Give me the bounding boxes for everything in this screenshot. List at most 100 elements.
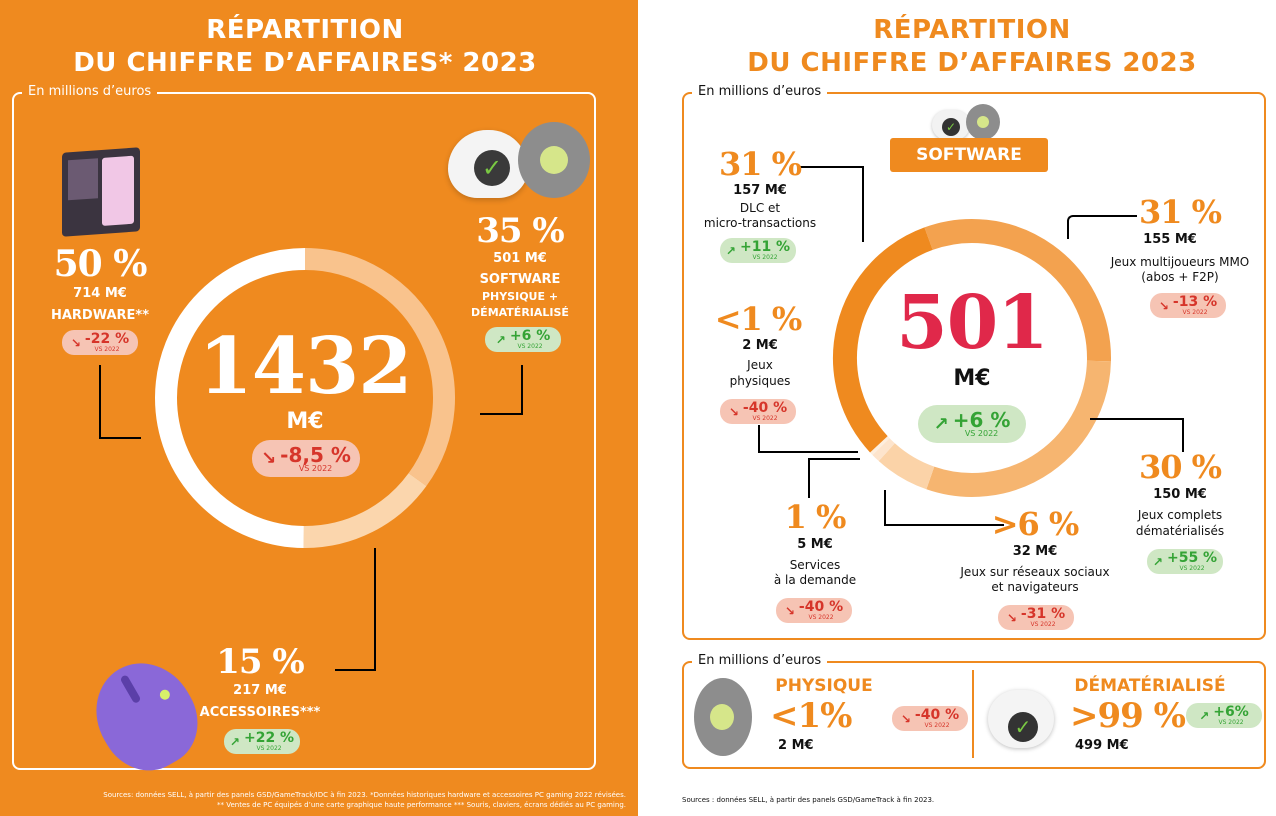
software-sub1: PHYSIQUE + <box>481 290 559 303</box>
software-sub2: DÉMATÉRIALISÉ <box>471 306 569 319</box>
right-sources: Sources : données SELL, à partir des pan… <box>682 796 935 804</box>
connector-line <box>335 548 376 671</box>
hardware-label: HARDWARE** <box>50 308 150 323</box>
unit-label: En millions d’euros <box>692 84 828 100</box>
software-total-unit: M€ <box>953 366 991 391</box>
segment-label: Jeux sur réseaux sociaux <box>960 565 1110 579</box>
segment-label: à la demande <box>773 573 857 587</box>
vs-label: VS 2022 <box>1182 308 1208 316</box>
connector-line <box>800 166 864 242</box>
segment-percent: 31 % <box>1138 193 1222 231</box>
segment-percent: >6 % <box>991 505 1080 543</box>
segment-label: Jeux multijoueurs MMO <box>1110 255 1250 269</box>
donut-segment-jeux-multijoueurs-mmo <box>924 219 1111 362</box>
donut-segment-accessoires <box>303 472 427 548</box>
segment-label: physiques <box>729 374 791 388</box>
change-value: -31 % <box>1020 605 1066 622</box>
change-badge: ↗ +11 % VS 2022 <box>720 238 796 263</box>
digital-change-badge: ↗ +6% VS 2022 <box>1186 703 1262 728</box>
vs-label: VS 2022 <box>1218 718 1244 726</box>
physical-change-badge: ↘ -40 % VS 2022 <box>892 706 968 731</box>
software-label: SOFTWARE <box>479 272 561 287</box>
change-value: -40 % <box>742 399 788 416</box>
segment-amount: 157 M€ <box>733 183 787 198</box>
vs-label: VS 2022 <box>298 463 333 473</box>
title-line: DU CHIFFRE D’AFFAIRES 2023 <box>747 48 1197 78</box>
segment-amount: 32 M€ <box>1012 544 1058 559</box>
segment-amount: 150 M€ <box>1153 487 1207 502</box>
accessories-percent: 15 % <box>216 642 304 682</box>
change-badge: ↘ -31 % VS 2022 <box>998 605 1074 630</box>
donut-segment-jeux-sur-r-seaux-sociaux-et-navigateurs <box>878 443 935 490</box>
trend-up-icon: ↗ <box>495 332 506 347</box>
segment-percent: 1 % <box>784 498 847 536</box>
source-line: Sources: données SELL, à partir des pane… <box>103 791 626 799</box>
trend-down-icon: ↘ <box>1158 298 1169 313</box>
trend-up-icon: ↗ <box>1152 554 1163 569</box>
donut-segment-dlc-et-micro-transactions <box>833 227 933 453</box>
segment-label: et navigateurs <box>991 580 1079 594</box>
change-value: -22 % <box>84 330 130 347</box>
change-value: +55 % <box>1166 549 1218 566</box>
segment-amount: 2 M€ <box>742 338 778 353</box>
donut-segment-software <box>304 248 455 487</box>
trend-down-icon: ↘ <box>728 404 739 419</box>
connector-line <box>758 425 858 453</box>
trend-down-icon: ↘ <box>1006 610 1017 625</box>
segment-label: Jeux <box>747 358 773 372</box>
vs-label: VS 2022 <box>517 342 543 350</box>
segment-amount: 5 M€ <box>797 537 833 552</box>
connector-line <box>1090 418 1184 452</box>
segment-percent: 31 % <box>718 145 802 183</box>
trend-up-icon: ↗ <box>725 243 736 258</box>
software-total-value: 501 <box>896 280 1048 366</box>
cloud-check-icon: ✓ <box>988 690 1054 748</box>
vs-label: VS 2022 <box>752 253 778 261</box>
segment-label: micro-transactions <box>703 216 817 230</box>
physical-percent: <1% <box>770 696 852 736</box>
change-value: +6% <box>1213 703 1249 720</box>
physical-label: PHYSIQUE <box>775 676 873 696</box>
change-value: +6 % <box>952 408 1011 432</box>
change-value: -8,5 % <box>280 442 351 467</box>
physical-amount: 2 M€ <box>778 738 814 753</box>
total-unit: M€ <box>286 409 324 434</box>
change-badge: ↘ -13 % VS 2022 <box>1150 293 1226 318</box>
left-frame <box>12 92 596 770</box>
change-value: +22 % <box>243 729 295 746</box>
vs-label: VS 2022 <box>808 613 834 621</box>
digital-amount: 499 M€ <box>1075 738 1129 753</box>
segment-percent: <1 % <box>714 300 803 338</box>
change-value: -40 % <box>798 598 844 615</box>
vs-label: VS 2022 <box>1179 564 1205 572</box>
trend-up-icon: ↗ <box>933 413 949 435</box>
change-value: -13 % <box>1172 293 1218 310</box>
connector-line <box>884 490 1004 526</box>
vs-label: VS 2022 <box>256 744 282 752</box>
left-sources: Sources: données SELL, à partir des pane… <box>6 790 626 810</box>
software-change-badge: ↗ +6 % VS 2022 <box>485 327 561 352</box>
pc-gaming-panel: RÉPARTITION DU CHIFFRE D’AFFAIRES* 2023 … <box>0 0 638 816</box>
donut-chart-total <box>155 248 455 548</box>
trend-up-icon: ↗ <box>229 734 240 749</box>
donut-segment-services-la-demande <box>872 438 895 462</box>
total-value: 1432 <box>198 321 412 412</box>
unit-label: En millions d’euros <box>22 84 158 100</box>
right-title: RÉPARTITION DU CHIFFRE D’AFFAIRES 2023 <box>692 14 1252 80</box>
vs-label: VS 2022 <box>94 345 120 353</box>
unit-label: En millions d’euros <box>692 653 828 669</box>
software-amount: 501 M€ <box>493 251 547 266</box>
source-line: ** Ventes de PC équipés d’une carte grap… <box>216 801 626 809</box>
accessories-amount: 217 M€ <box>233 683 287 698</box>
segment-label: DLC et <box>739 201 781 215</box>
vs-label: VS 2022 <box>964 429 999 438</box>
trend-down-icon: ↘ <box>70 335 81 350</box>
left-title: RÉPARTITION DU CHIFFRE D’AFFAIRES* 2023 <box>25 14 585 80</box>
software-percent: 35 % <box>476 211 564 251</box>
hardware-percent: 50 % <box>53 243 148 285</box>
total-change-badge: ↘ -8,5 % VS 2022 <box>252 440 360 477</box>
vs-label: VS 2022 <box>924 721 950 729</box>
donut-segment-jeux-complets-d-mat-rialis-s <box>926 360 1111 497</box>
donut-segment-jeux-physiques <box>870 436 890 455</box>
segment-label: Jeux complets <box>1137 508 1223 522</box>
